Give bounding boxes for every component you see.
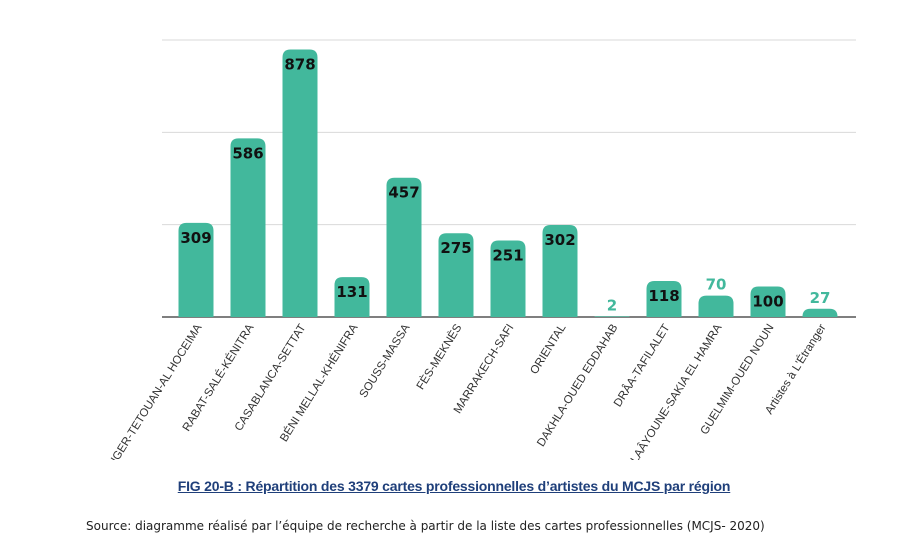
category-label: DRÂA-TAFILALET (611, 322, 672, 409)
bar (438, 233, 474, 317)
data-label: 309 (180, 229, 211, 247)
bar (594, 316, 630, 317)
bar (750, 286, 786, 317)
bar (802, 308, 838, 317)
bar (282, 49, 318, 317)
data-label: 251 (492, 247, 523, 265)
bar (490, 240, 526, 317)
data-label: 70 (706, 276, 727, 294)
category-label: Artistes à L'Étranger (762, 322, 828, 417)
source-note: Source: diagramme réalisé par l’équipe d… (86, 519, 765, 533)
category-label: TANGER-TETOUAN-AL HOCEIMA (99, 322, 205, 460)
bar (698, 295, 734, 317)
data-label: 275 (440, 239, 471, 257)
category-label: FÈS-MEKNÈS (414, 321, 465, 392)
data-label: 2 (607, 296, 617, 314)
category-label: LAÂYOUNE-SAKIA EL HAMRA (628, 321, 725, 460)
data-label: 878 (284, 55, 315, 73)
bar (646, 281, 682, 317)
category-label: MARRAKECH-SAFI (452, 322, 517, 416)
data-label: 100 (752, 293, 783, 311)
bar (334, 277, 370, 317)
bar (386, 177, 422, 317)
data-label: 586 (232, 144, 263, 162)
bar-chart: 309 586 878 131 457 275 251 302 2 118 70 100 27 TANG… (99, 39, 856, 460)
bar (230, 138, 266, 317)
data-label: 302 (544, 231, 575, 249)
data-label: 27 (810, 289, 831, 307)
data-label: 118 (648, 287, 679, 305)
figure-caption: FIG 20-B : Répartition des 3379 cartes p… (177, 478, 731, 494)
category-label: ORIENTAL (528, 322, 569, 377)
bar (542, 224, 578, 317)
category-label: SOUSS-MASSA (358, 322, 413, 400)
data-label: 131 (336, 283, 367, 301)
bar (178, 222, 214, 317)
data-label: 457 (388, 184, 419, 202)
